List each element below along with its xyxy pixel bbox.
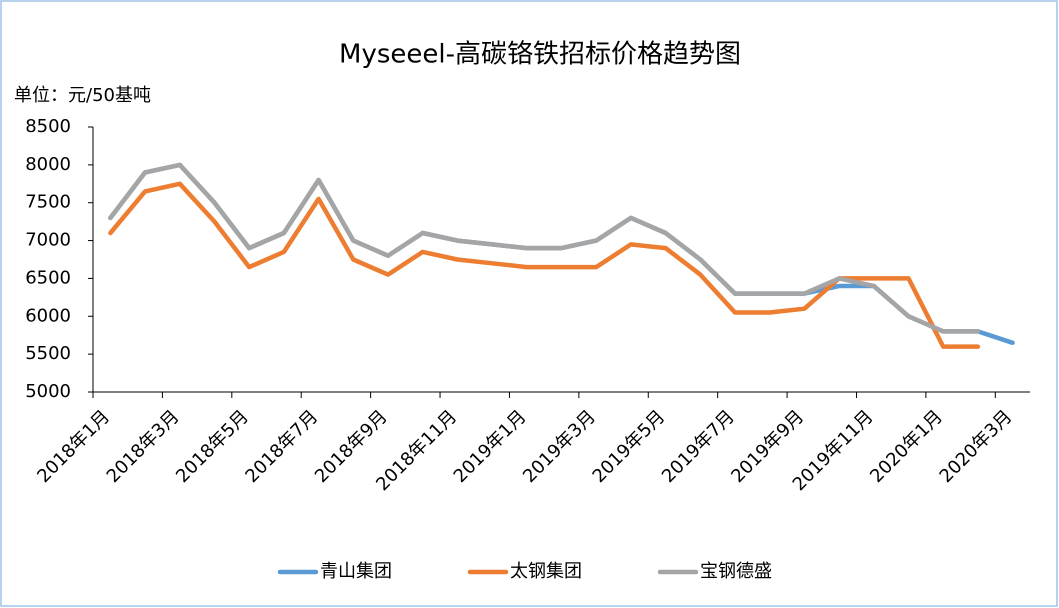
y-tick-label: 8000	[25, 154, 71, 175]
y-axis-label: 单位：元/50基吨	[14, 85, 151, 106]
y-tick-label: 6000	[25, 305, 71, 326]
legend-label: 宝钢德盛	[700, 561, 772, 582]
y-tick-label: 5000	[25, 381, 71, 402]
y-tick-label: 5500	[25, 343, 71, 364]
series-line	[108, 162, 981, 334]
series-line	[108, 181, 981, 349]
legend-label: 太钢集团	[510, 561, 582, 582]
y-tick-label: 7500	[25, 192, 71, 213]
y-tick-label: 6500	[25, 267, 71, 288]
legend-label: 青山集团	[320, 561, 392, 582]
y-tick-label: 8500	[25, 116, 71, 137]
y-tick-label: 7000	[25, 230, 71, 251]
chart-title: Myseeel-高碳铬铁招标价格趋势图	[339, 40, 741, 70]
